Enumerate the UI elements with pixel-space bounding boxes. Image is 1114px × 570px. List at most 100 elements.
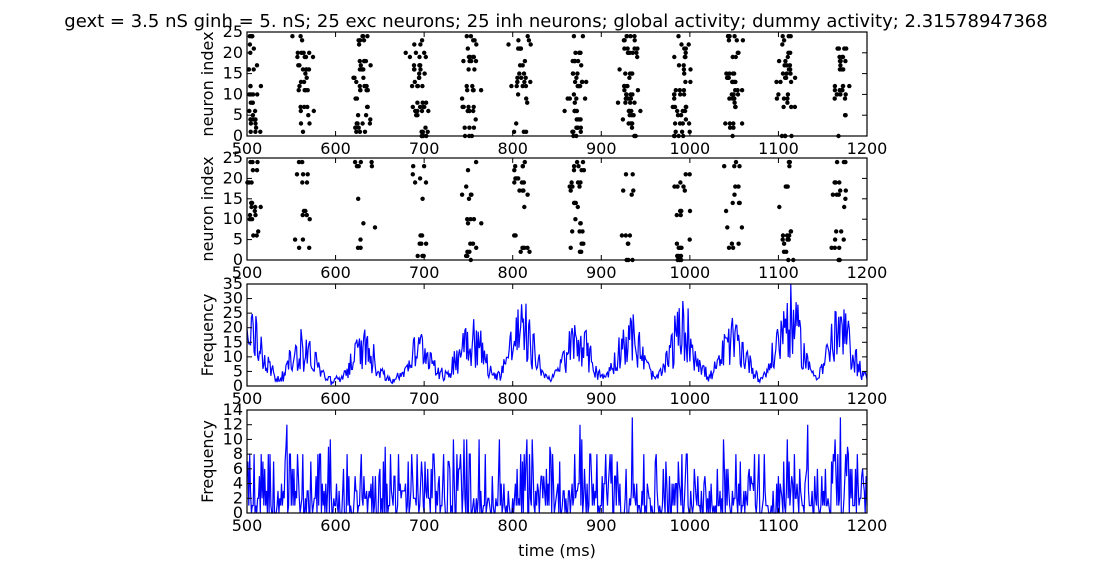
spike-dot: [300, 129, 306, 134]
spike-dot: [517, 46, 522, 51]
spike-dot: [299, 38, 305, 43]
burst: [777, 159, 796, 263]
spike-dot: [574, 75, 579, 81]
spike-dot: [250, 168, 256, 173]
spike-dot: [577, 229, 582, 234]
spike-dot: [625, 50, 631, 55]
spike-dot: [421, 164, 427, 169]
spike-dot: [780, 237, 785, 242]
spike-dot: [354, 129, 359, 134]
spike-dot: [296, 88, 301, 93]
spike-dot: [465, 108, 470, 114]
spike-dot: [311, 108, 316, 114]
spike-dot: [832, 237, 838, 242]
burst: [567, 159, 587, 254]
spike-dot: [632, 100, 637, 105]
y-tick-label: 6: [233, 459, 243, 478]
spike-dot: [469, 58, 474, 64]
spike-dot: [680, 121, 685, 126]
spike-dot: [417, 176, 423, 181]
spike-dot: [468, 34, 474, 39]
spike-dot: [733, 54, 738, 60]
spike-dot: [247, 42, 253, 47]
spike-dot: [364, 104, 370, 110]
spike-dot: [295, 54, 300, 60]
spike-dot: [672, 184, 677, 189]
spike-dot: [678, 92, 683, 97]
spike-dot: [360, 121, 365, 126]
spike-dot: [673, 88, 678, 93]
spike-dot: [470, 83, 475, 89]
spike-dot: [626, 108, 632, 114]
spike-dot: [623, 233, 628, 238]
spike-dot: [838, 92, 843, 97]
spike-dot: [300, 159, 305, 165]
burst: [672, 172, 693, 263]
burst: [292, 159, 312, 250]
spike-dot: [465, 88, 470, 93]
spike-dot: [830, 192, 836, 197]
spike-dot: [515, 92, 521, 97]
burst: [619, 172, 636, 263]
spike-dot: [838, 63, 843, 68]
spike-dot: [478, 88, 484, 93]
spike-dot: [731, 121, 736, 126]
spike-dot: [357, 83, 362, 89]
spike-dot: [255, 159, 260, 165]
x-tick-label: 600: [320, 516, 351, 535]
spike-dot: [730, 245, 736, 250]
spike-dot: [577, 184, 582, 189]
spike-dot: [423, 100, 429, 105]
spike-dot: [625, 46, 630, 51]
spike-dot: [250, 92, 256, 97]
spike-dot: [682, 71, 687, 76]
spike-dot: [422, 50, 427, 55]
spike-dot: [686, 121, 692, 126]
spike-dot: [473, 117, 478, 122]
burst: [506, 34, 533, 134]
spike-dot: [525, 245, 530, 250]
spike-dot: [298, 108, 303, 114]
x-axis: 500 600 700 800 900 1000 1100 1200: [232, 410, 887, 535]
spike-dot: [572, 100, 577, 105]
spike-dot: [469, 192, 474, 197]
spike-dot: [307, 121, 312, 126]
spike-dot: [303, 71, 308, 76]
spike-dot: [459, 96, 465, 101]
spike-dot: [627, 75, 632, 81]
spike-dot: [787, 159, 792, 165]
burst: [351, 34, 373, 134]
spike-dot: [357, 129, 363, 134]
spike-dot: [780, 34, 785, 39]
spike-dot: [571, 34, 577, 39]
spike-dot: [472, 67, 477, 72]
spike-dot: [837, 245, 842, 250]
spike-dot: [461, 58, 466, 64]
spike-dot: [506, 42, 511, 47]
spike-dot: [417, 54, 422, 60]
spike-dot: [407, 54, 413, 60]
spike-dot: [837, 58, 843, 64]
global-activity-line: [246, 283, 868, 386]
spike-dot: [835, 46, 840, 51]
spike-dot: [579, 168, 584, 173]
spike-dot: [725, 34, 731, 39]
spike-dot: [732, 164, 737, 169]
spike-dot: [675, 113, 681, 118]
spike-dot: [727, 125, 733, 130]
burst: [723, 34, 746, 139]
spike-dot: [570, 71, 576, 76]
spike-dot: [462, 125, 467, 130]
burst: [290, 34, 316, 134]
spike-dot: [258, 204, 263, 210]
spike-dot: [419, 38, 425, 43]
spike-dot: [369, 159, 374, 165]
spike-dot: [786, 237, 791, 242]
spike-dot: [843, 188, 848, 193]
spike-dot: [296, 245, 302, 250]
spike-dot: [792, 75, 798, 81]
spike-dot: [363, 113, 369, 118]
spike-dot: [573, 217, 578, 222]
spike-dot: [578, 221, 583, 226]
